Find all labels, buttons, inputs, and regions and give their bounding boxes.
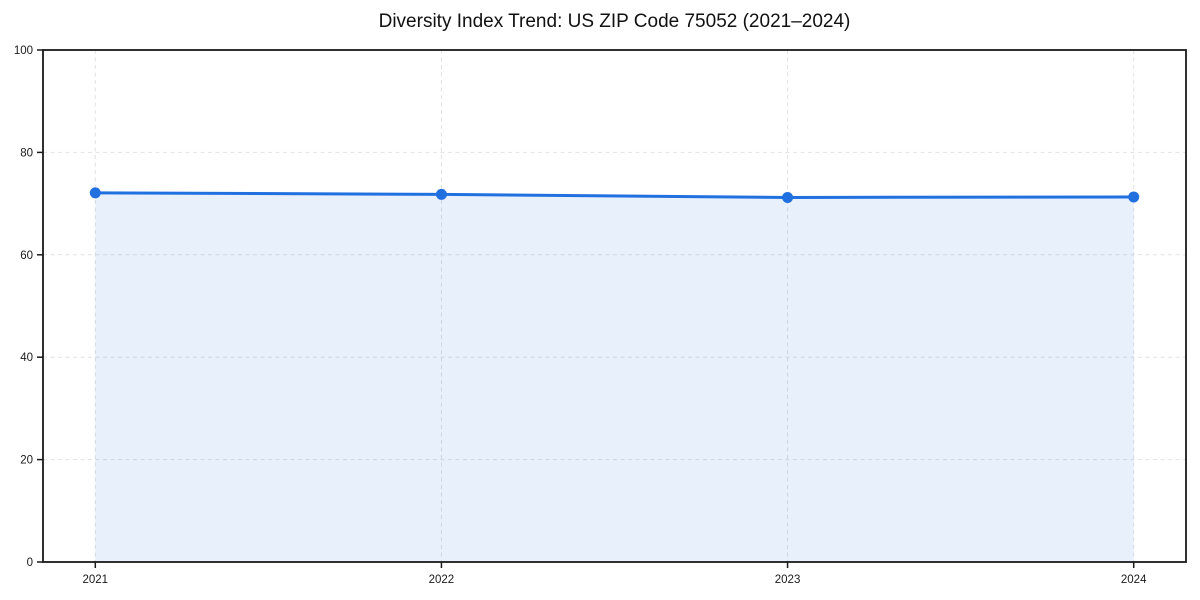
y-tick-label: 100 [14, 45, 33, 57]
data-point-marker [435, 188, 447, 200]
data-point-marker [782, 191, 794, 203]
y-tick-label: 20 [20, 455, 33, 467]
x-tick-label: 2023 [775, 574, 801, 586]
y-tick-label: 60 [20, 250, 33, 262]
x-tick-label: 2021 [83, 574, 109, 586]
area-fill [95, 192, 1134, 562]
data-point-marker [89, 187, 101, 199]
trend-line [93, 191, 1136, 199]
x-tick-label: 2022 [429, 574, 455, 586]
y-tick-label: 40 [20, 352, 33, 364]
y-tick-label: 80 [20, 147, 33, 159]
y-tick-label: 0 [27, 557, 33, 569]
plot-spines [42, 49, 1187, 563]
x-tick-label: 2024 [1121, 574, 1147, 586]
data-point-marker [1128, 191, 1140, 203]
chart-title: Diversity Index Trend: US ZIP Code 75052… [378, 11, 851, 32]
